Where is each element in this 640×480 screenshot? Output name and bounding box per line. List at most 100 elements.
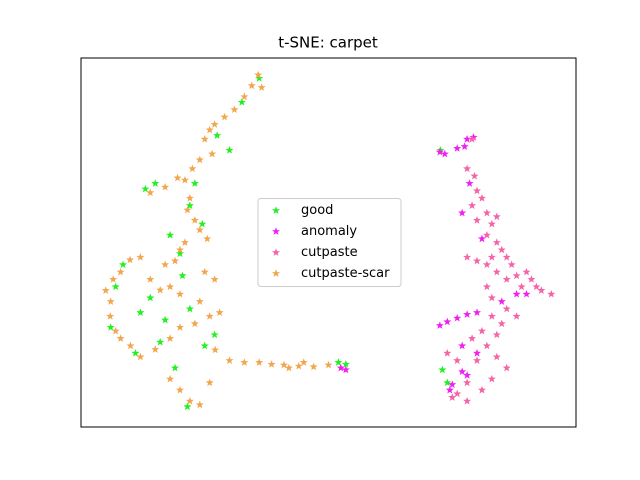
scatter-point — [512, 312, 521, 320]
scatter-point — [257, 83, 266, 91]
scatter-point — [195, 225, 204, 234]
scatter-point — [512, 271, 521, 280]
scatter-point — [448, 393, 457, 401]
scatter-point — [463, 378, 472, 387]
scatter-point — [487, 293, 496, 302]
scatter-point — [161, 182, 170, 191]
scatter-point — [284, 363, 293, 372]
scatter-point — [438, 365, 447, 374]
scatter-point — [477, 385, 486, 394]
scatter-point — [208, 149, 217, 158]
scatter-point — [210, 330, 219, 339]
scatter-point — [173, 173, 182, 182]
scatter-point — [453, 313, 462, 322]
scatter-point — [341, 360, 350, 368]
scatter-point — [161, 260, 170, 269]
scatter-point — [180, 175, 189, 184]
scatter-point — [247, 81, 256, 90]
scatter-point — [166, 282, 175, 291]
scatter-point — [473, 216, 481, 224]
scatter-point — [215, 308, 224, 317]
scatter-point — [176, 385, 184, 394]
chart-title: t-SNE: carpet — [278, 34, 378, 52]
scatter-point — [487, 219, 496, 228]
scatter-point — [190, 179, 199, 187]
scatter-point — [473, 308, 481, 317]
scatter-point — [220, 112, 229, 121]
scatter-point — [324, 360, 333, 369]
scatter-point — [468, 134, 477, 143]
scatter-point — [171, 363, 180, 372]
scatter-point — [443, 317, 452, 326]
scatter-point — [185, 396, 194, 405]
scatter-point — [522, 267, 531, 276]
legend-marker — [272, 227, 280, 235]
scatter-point — [230, 105, 239, 114]
scatter-point — [473, 186, 481, 195]
scatter-point — [453, 389, 462, 398]
scatter-point — [205, 378, 214, 387]
scatter-point — [106, 297, 115, 305]
scatter-point — [299, 358, 308, 366]
scatter-point — [463, 134, 472, 143]
scatter-point — [435, 321, 444, 329]
scatter-point — [126, 341, 135, 350]
scatter-point — [254, 70, 263, 79]
scatter-point — [185, 194, 194, 202]
scatter-point — [176, 323, 184, 331]
scatter-point — [205, 125, 214, 134]
scatter-point — [176, 289, 184, 298]
legend-box — [257, 198, 402, 287]
scatter-point — [487, 374, 496, 383]
scatter-point — [180, 238, 189, 246]
scatter-point — [141, 184, 150, 193]
scatter-point — [111, 326, 120, 335]
scatter-point — [109, 275, 118, 283]
scatter-point — [502, 363, 511, 372]
scatter-point — [334, 358, 343, 366]
scatter-point — [183, 402, 192, 411]
legend-marker — [272, 206, 280, 214]
scatter-point — [131, 349, 140, 357]
scatter-point — [225, 146, 234, 154]
scatter-point — [151, 179, 160, 187]
scatter-point — [463, 310, 472, 318]
scatter-point — [458, 208, 467, 217]
scatter-point — [502, 275, 511, 283]
scatter-point — [267, 360, 276, 368]
scatter-point — [522, 289, 531, 298]
scatter-point — [487, 312, 496, 320]
scatter-point — [547, 289, 556, 298]
scatter-point — [537, 286, 546, 294]
scatter-point — [119, 260, 128, 269]
legend-label: anomaly — [301, 224, 357, 239]
scatter-point — [502, 304, 511, 313]
scatter-point — [279, 360, 288, 369]
scatter-point — [470, 171, 479, 180]
legend-marker — [272, 269, 280, 277]
scatter-point — [156, 285, 165, 294]
scatter-point — [116, 267, 125, 276]
scatter-point — [492, 212, 501, 221]
scatter-point — [502, 253, 511, 261]
scatter-point — [200, 341, 209, 350]
scatter-point — [225, 356, 234, 364]
scatter-point — [205, 312, 214, 320]
scatter-point — [435, 147, 444, 156]
scatter-point — [482, 282, 491, 291]
scatter-point — [178, 271, 187, 280]
scatter-point — [448, 380, 457, 388]
scatter-point — [101, 286, 110, 294]
scatter-point — [445, 385, 454, 394]
scatter-point — [185, 201, 194, 209]
scatter-point — [341, 365, 350, 374]
scatter-point — [482, 341, 491, 350]
scatter-point — [463, 253, 472, 261]
scatter-point — [166, 230, 175, 239]
scatter-point — [477, 234, 486, 243]
scatter-point — [195, 400, 204, 409]
scatter-point — [487, 253, 496, 261]
scatter-point — [240, 92, 249, 101]
legend-label: cutpaste — [301, 245, 358, 260]
